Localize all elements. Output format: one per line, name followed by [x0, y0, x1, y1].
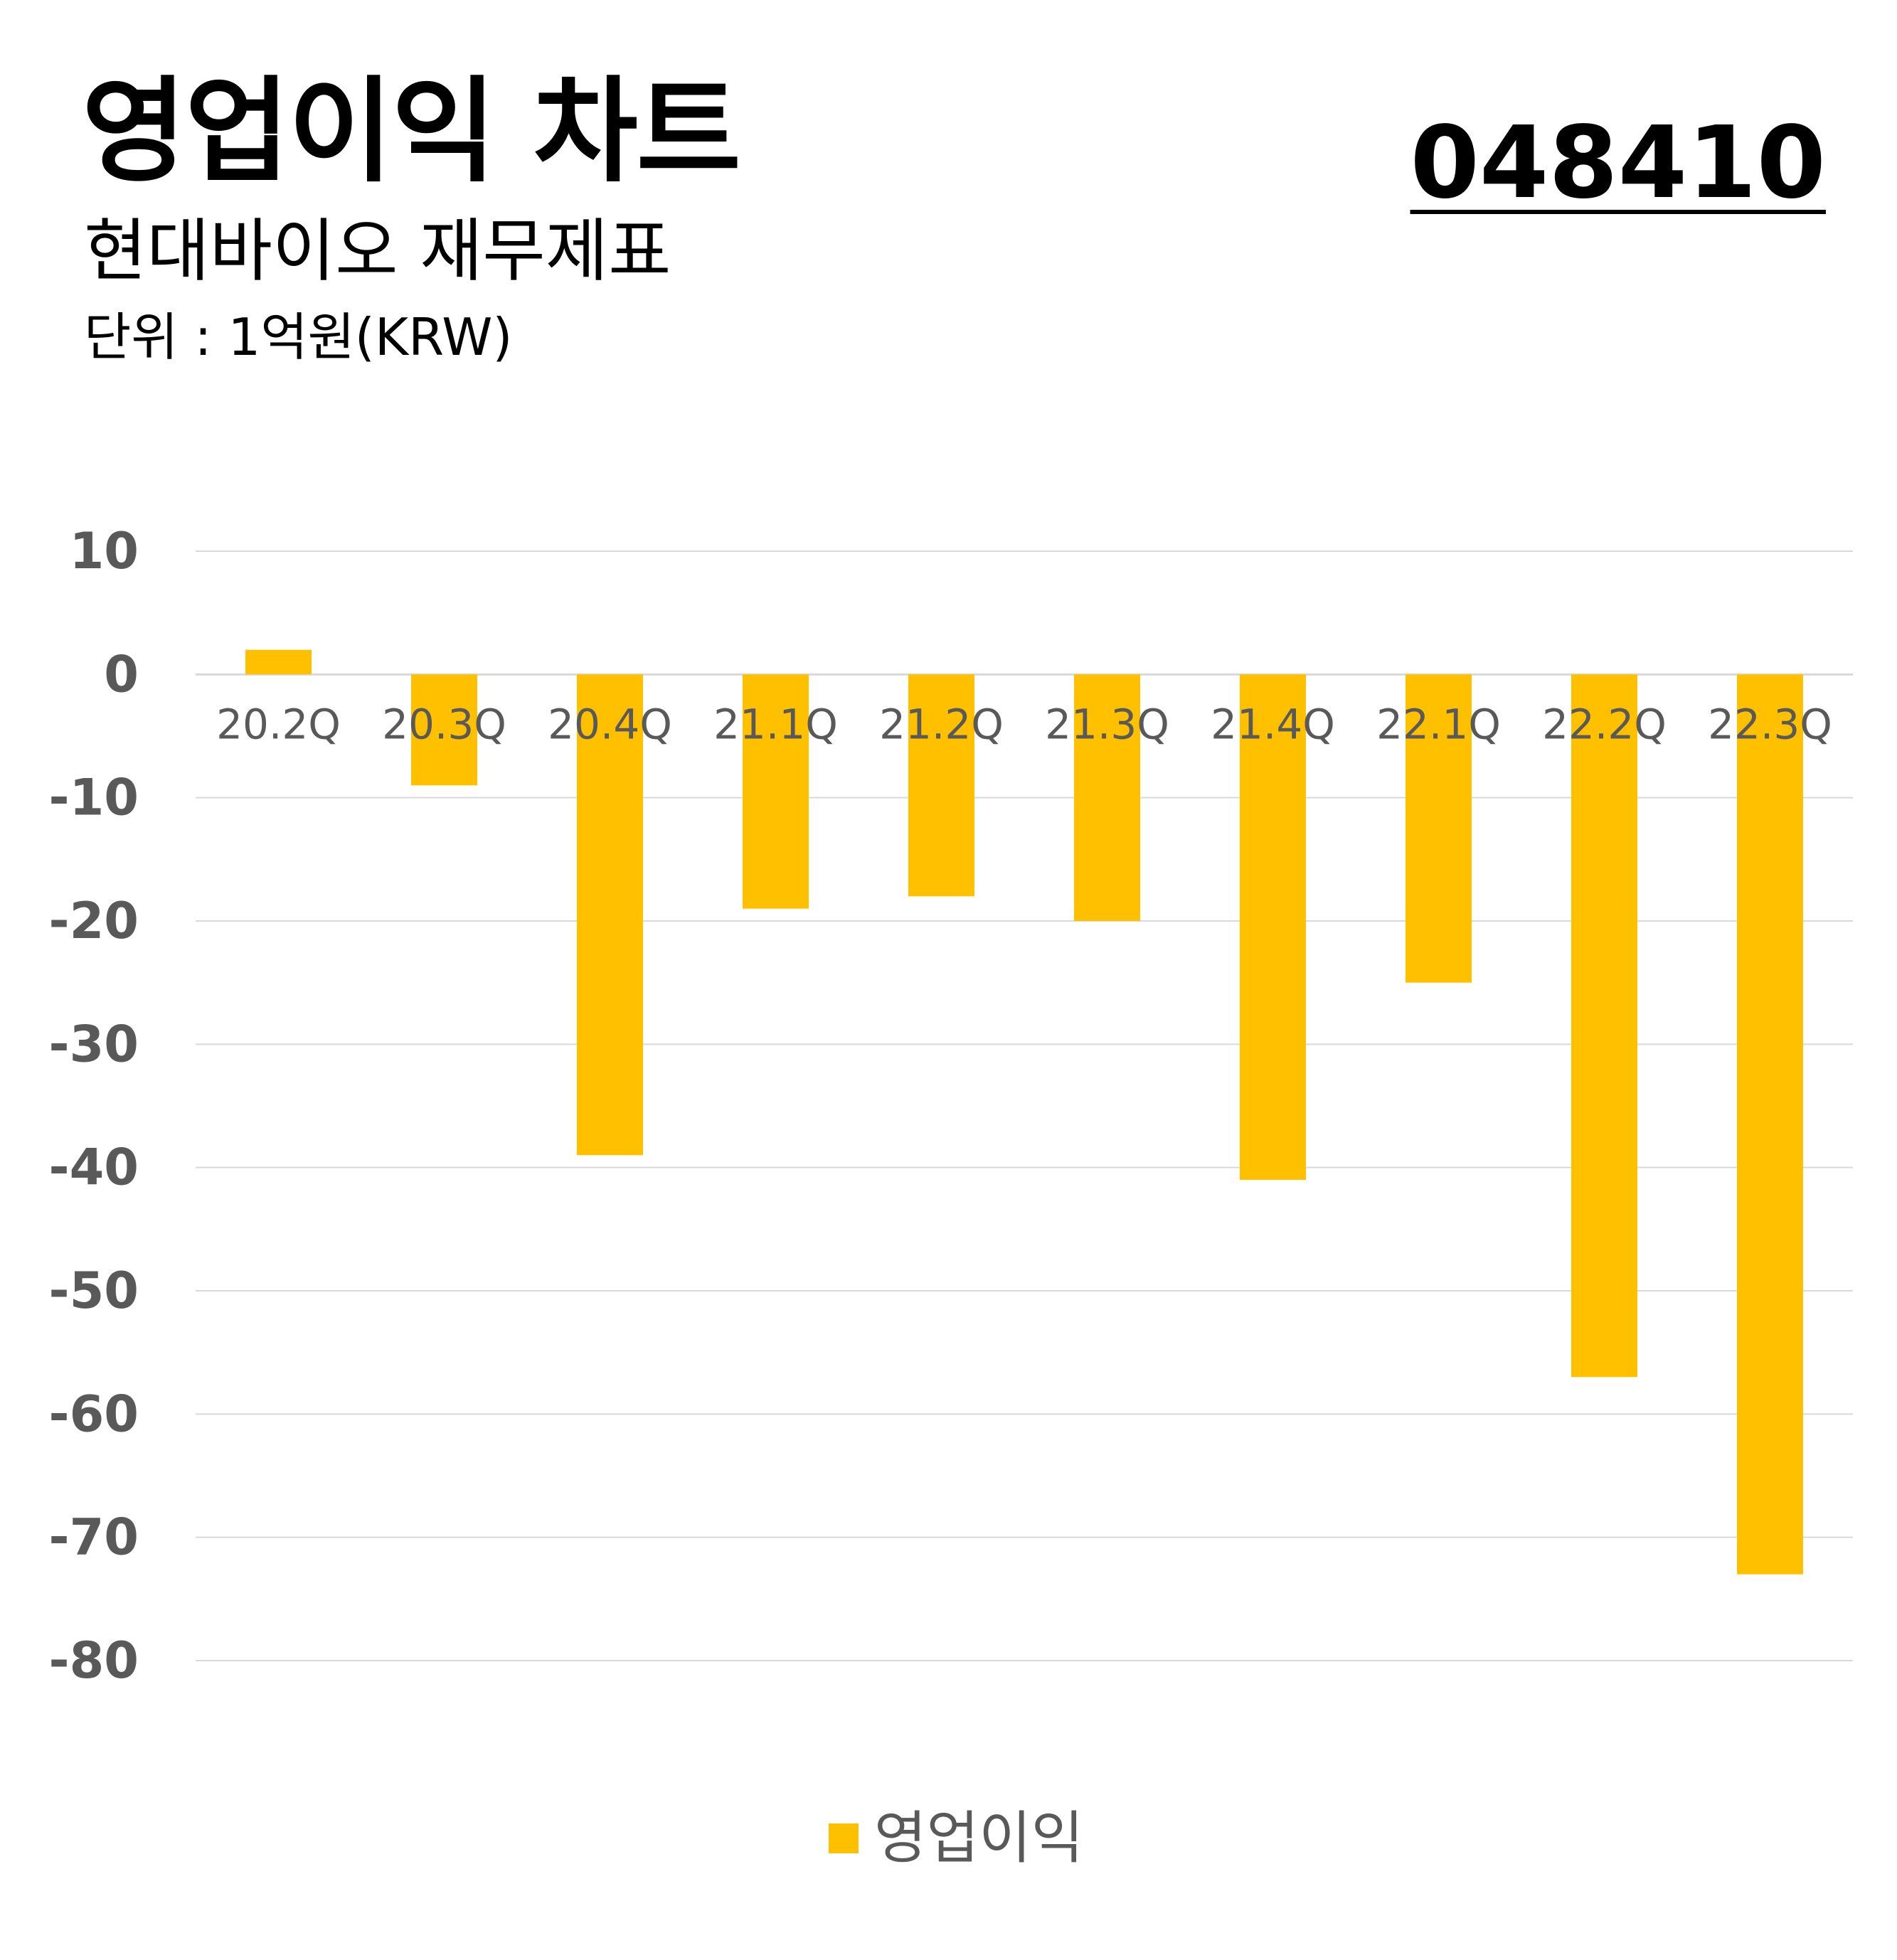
x-tick-label: 20.2Q — [216, 700, 341, 748]
bar-20.4Q — [577, 674, 643, 1156]
chart-subtitle: 현대바이오 재무제표 — [84, 211, 671, 291]
y-tick-label: -80 — [49, 1631, 139, 1690]
bar-20.2Q — [245, 649, 312, 675]
legend: 영업이익 — [829, 1810, 1083, 1867]
bar-22.1Q — [1406, 674, 1472, 983]
chart-title: 영업이익 차트 — [82, 65, 741, 198]
y-tick-label: -20 — [49, 892, 139, 950]
legend-label: 영업이익 — [874, 1805, 1084, 1871]
x-tick-label: 22.2Q — [1542, 700, 1667, 748]
bar-22.3Q — [1737, 674, 1803, 1575]
bar-22.2Q — [1571, 674, 1637, 1378]
x-tick-label: 20.3Q — [382, 700, 506, 748]
x-tick-label: 21.4Q — [1211, 700, 1335, 748]
x-tick-label: 22.3Q — [1708, 700, 1832, 748]
y-tick-label: -30 — [49, 1015, 139, 1073]
y-tick-label: -40 — [49, 1139, 139, 1197]
bars — [245, 649, 1803, 1575]
bar-21.3Q — [1074, 674, 1140, 921]
y-tick-label: -60 — [49, 1385, 139, 1443]
x-tick-label: 20.4Q — [548, 700, 672, 748]
unit-label: 단위 : 1억원(KRW) — [84, 307, 513, 367]
y-tick-label: 10 — [70, 522, 139, 580]
x-tick-label: 21.3Q — [1045, 700, 1169, 748]
y-tick-label: -10 — [49, 769, 139, 827]
x-tick-label: 22.1Q — [1376, 700, 1501, 748]
y-tick-label: -50 — [49, 1262, 139, 1320]
y-tick-label: -70 — [49, 1508, 139, 1567]
x-tick-label: 21.2Q — [879, 700, 1004, 748]
y-tick-label: 0 — [104, 645, 139, 703]
bar-21.1Q — [743, 674, 809, 909]
x-axis-ticks: 20.2Q 20.3Q 20.4Q 21.1Q 21.2Q 21.3Q 21.4Q 22.1Q… — [216, 700, 1832, 748]
bar-21.2Q — [908, 674, 974, 897]
x-tick-label: 21.1Q — [713, 700, 838, 748]
y-axis-ticks: 10 0 -10 -20 -30 -40 -50 -60 -70 -80 — [49, 522, 139, 1690]
stock-code: 048410 — [1410, 105, 1826, 221]
legend-swatch — [829, 1823, 859, 1853]
bar-21.4Q — [1240, 674, 1306, 1180]
bar-20.3Q — [411, 674, 477, 786]
